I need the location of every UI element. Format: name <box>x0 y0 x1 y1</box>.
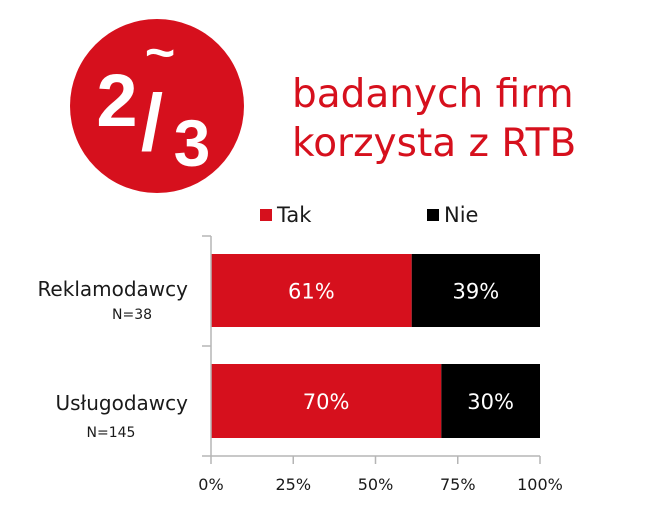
badge-denominator: 3 <box>174 106 211 180</box>
bar-label-uslugodawcy-tak: 70% <box>303 390 350 414</box>
badge-slash: / <box>141 78 163 167</box>
legend-swatch-tak <box>260 209 272 221</box>
headline-line-2: korzysta z RTB <box>292 121 576 166</box>
bars: 61% 39% 70% 30% <box>211 254 540 438</box>
badge-tilde: ~ <box>145 24 175 82</box>
bar-label-reklamodawcy-nie: 39% <box>453 280 500 304</box>
x-axis-ticks: 0% 25% 50% 75% 100% <box>198 456 563 494</box>
legend-label-nie: Nie <box>444 203 478 227</box>
x-tick-label-25: 25% <box>275 475 311 494</box>
badge-numerator: 2 <box>96 59 137 142</box>
axes: 0% 25% 50% 75% 100% <box>198 235 563 494</box>
headline-line-1: badanych firm <box>292 72 574 117</box>
x-tick-label-50: 50% <box>358 475 394 494</box>
legend-swatch-nie <box>427 209 439 221</box>
bar-uslugodawcy-tak <box>211 364 442 438</box>
x-tick-label-0: 0% <box>198 475 223 494</box>
bar-label-uslugodawcy-nie: 30% <box>467 390 514 414</box>
bar-label-reklamodawcy-tak: 61% <box>288 280 335 304</box>
x-tick-label-75: 75% <box>440 475 476 494</box>
bar-reklamodawcy-tak <box>211 254 412 327</box>
category-label-reklamodawcy: Reklamodawcy <box>37 277 188 301</box>
badge-circle <box>70 19 244 193</box>
category-n-uslugodawcy: N=145 <box>87 425 136 441</box>
bar-reklamodawcy-nie <box>411 254 540 327</box>
legend: Tak Nie <box>260 203 478 227</box>
fraction-badge: 2 ~ / 3 <box>70 19 244 193</box>
x-tick-label-100: 100% <box>517 475 563 494</box>
category-n-reklamodawcy: N=38 <box>112 307 152 323</box>
bar-uslugodawcy-nie <box>441 364 540 438</box>
category-label-uslugodawcy: Usługodawcy <box>56 391 189 415</box>
legend-label-tak: Tak <box>276 203 312 227</box>
